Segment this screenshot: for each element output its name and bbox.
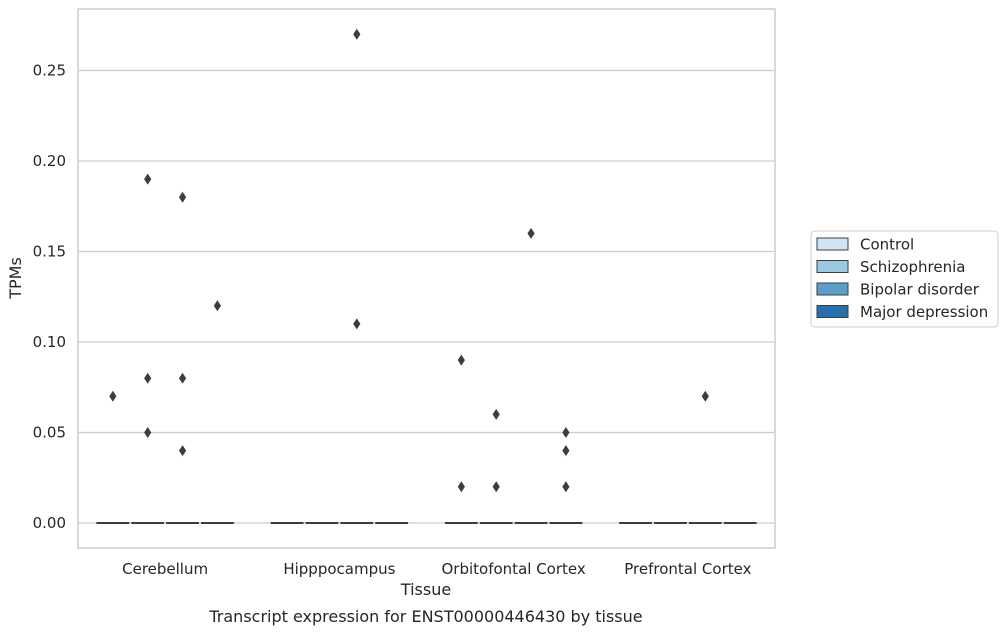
outlier-point — [178, 191, 187, 203]
x-tick-labels: Cerebellum Hipppocampus Orbitofontal Corte… — [122, 560, 751, 578]
outlier-point — [562, 427, 570, 438]
outlier-point — [353, 318, 361, 330]
outlier-point — [144, 173, 152, 185]
legend-swatch — [816, 237, 849, 251]
y-tick-label: 0.10 — [33, 333, 66, 351]
legend-swatch — [816, 260, 849, 273]
outlier-point — [178, 372, 187, 384]
legend: Control Schizophrenia Bipolar disorder Majo… — [810, 230, 999, 328]
legend-label: Major depression — [860, 303, 988, 321]
x-axis-label: Tissue — [400, 580, 451, 599]
outlier-point — [213, 300, 221, 312]
legend-label: Bipolar disorder — [860, 281, 980, 299]
legend-label: Schizophrenia — [860, 258, 965, 276]
y-tick-label: 0.20 — [33, 152, 66, 170]
outlier-point — [457, 481, 465, 493]
outlier-point — [701, 390, 709, 402]
outlier-point — [178, 445, 187, 457]
y-tick-label: 0.00 — [33, 514, 66, 532]
legend-swatch — [816, 282, 849, 296]
x-tick-label: Orbitofontal Cortex — [442, 560, 586, 578]
outlier-point — [353, 28, 361, 40]
x-tick-label: Cerebellum — [122, 560, 208, 578]
legend-swatch — [816, 305, 849, 318]
outlier-point — [562, 481, 570, 493]
x-tick-label: Prefrontal Cortex — [624, 560, 751, 578]
y-tick-label: 0.25 — [33, 62, 66, 80]
outlier-point — [527, 227, 535, 239]
outlier-point — [109, 390, 117, 402]
outlier-point — [562, 445, 570, 457]
legend-frame — [810, 230, 999, 328]
outlier-point — [144, 372, 152, 384]
y-tick-label: 0.05 — [33, 424, 66, 442]
y-tick-label: 0.15 — [33, 243, 66, 261]
outlier-point — [144, 427, 152, 438]
outlier-point — [492, 408, 500, 420]
outlier-point — [457, 354, 465, 366]
plot-background — [78, 9, 775, 548]
y-tick-labels: 0.00 0.05 0.10 0.15 0.20 0.25 — [33, 62, 66, 533]
plot-frame — [77, 8, 776, 549]
outliers — [109, 28, 709, 493]
chart-caption: Transcript expression for ENST0000044643… — [208, 607, 642, 626]
outlier-point — [492, 481, 500, 493]
legend-label: Control — [860, 236, 914, 254]
y-axis-label: TPMs — [6, 257, 25, 300]
x-tick-label: Hipppocampus — [283, 560, 395, 578]
